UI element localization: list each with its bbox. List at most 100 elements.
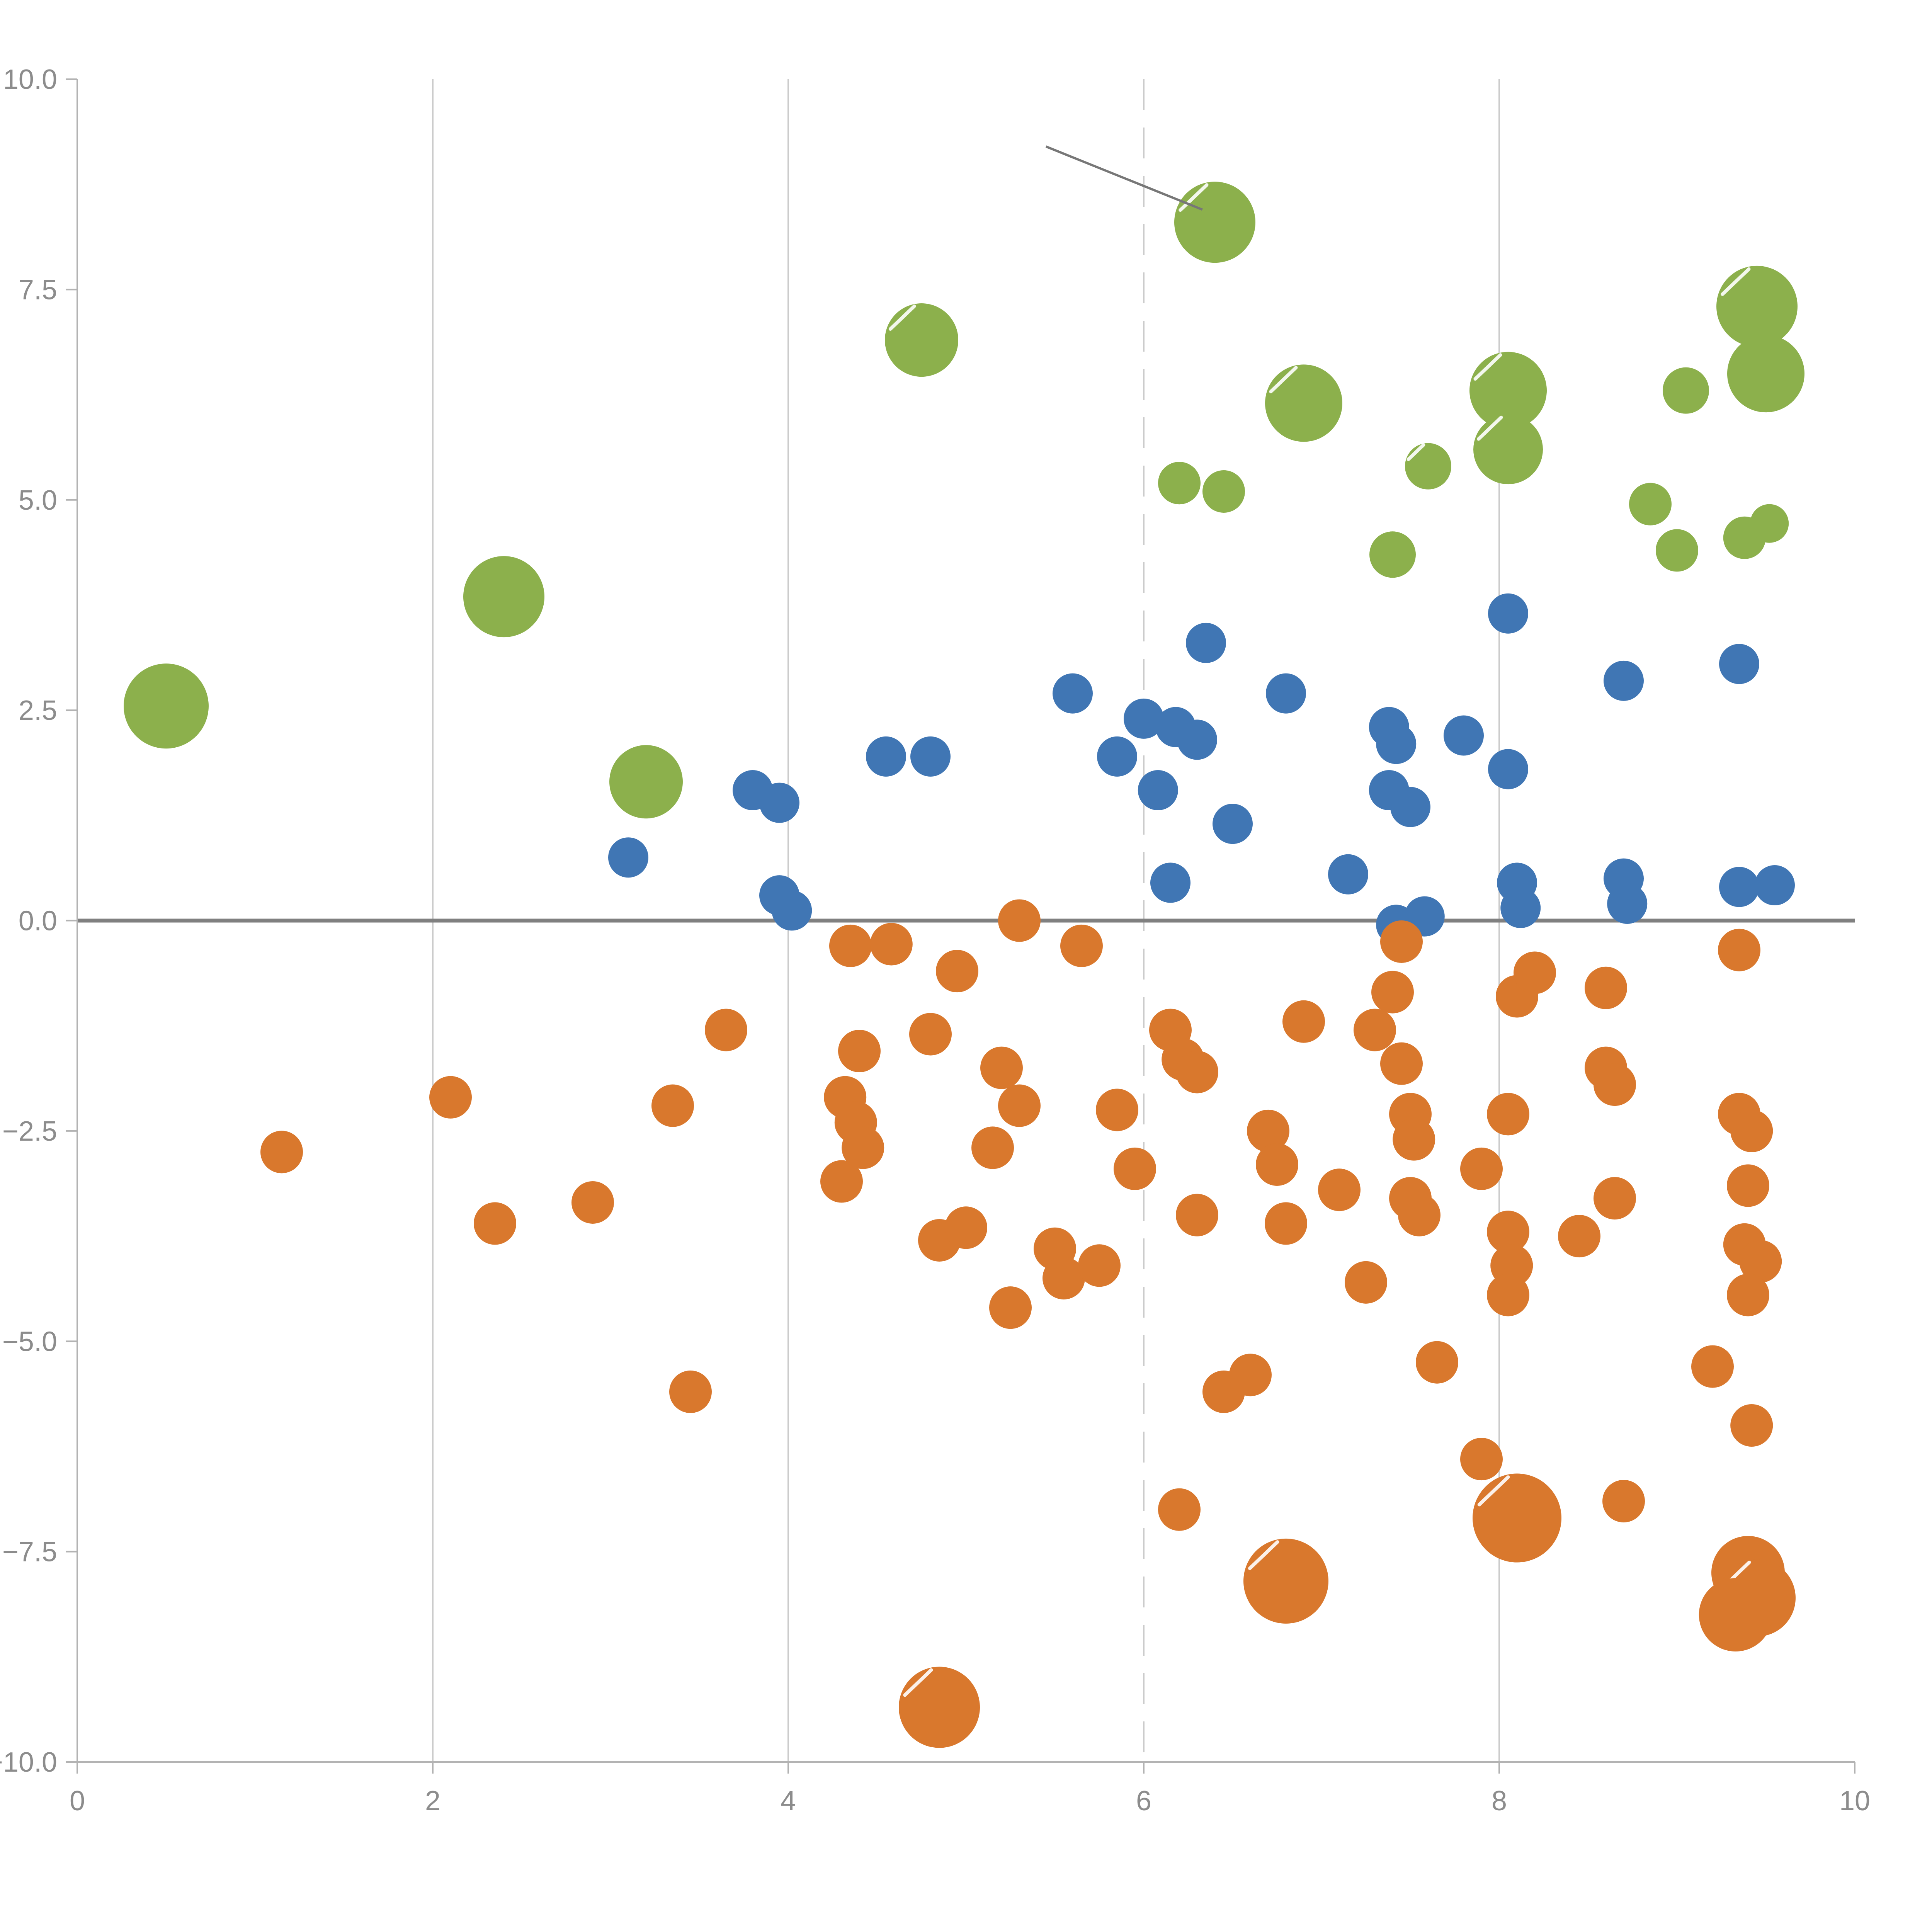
data-point bbox=[1755, 865, 1795, 906]
data-point bbox=[1265, 1202, 1307, 1245]
data-point bbox=[1718, 929, 1760, 971]
data-point bbox=[1405, 443, 1451, 490]
x-tick-label: 8 bbox=[1492, 1786, 1507, 1816]
data-point bbox=[1345, 1261, 1387, 1304]
data-point bbox=[1488, 749, 1528, 789]
data-point bbox=[1266, 673, 1306, 714]
data-point bbox=[1174, 182, 1255, 263]
x-tick-label: 2 bbox=[425, 1786, 440, 1816]
data-point bbox=[1328, 854, 1368, 895]
bubble-highlight-slash bbox=[1269, 366, 1298, 393]
data-point bbox=[1177, 719, 1217, 760]
y-tick-label: 2.5 bbox=[19, 695, 57, 726]
bubble-highlight-slash bbox=[1179, 183, 1209, 212]
data-point bbox=[1473, 415, 1543, 485]
data-point bbox=[772, 890, 812, 931]
data-point bbox=[866, 736, 906, 777]
bubble-highlight-slash bbox=[1248, 1540, 1279, 1570]
data-point bbox=[669, 1370, 712, 1413]
data-point bbox=[1369, 531, 1416, 578]
y-tick-label: −7.5 bbox=[2, 1537, 57, 1568]
series-blue bbox=[608, 593, 1795, 945]
data-point bbox=[1691, 1345, 1734, 1388]
data-point bbox=[608, 837, 648, 878]
data-point bbox=[980, 1046, 1023, 1089]
data-point bbox=[1487, 1211, 1529, 1253]
data-point bbox=[1750, 504, 1789, 543]
data-point bbox=[820, 1160, 863, 1203]
data-point bbox=[870, 923, 913, 966]
data-point bbox=[885, 303, 958, 377]
data-point bbox=[838, 1030, 881, 1073]
data-point bbox=[1256, 1143, 1298, 1186]
data-point bbox=[1053, 673, 1093, 714]
data-point bbox=[1602, 1480, 1645, 1522]
data-point bbox=[1371, 971, 1414, 1014]
bubble-highlight-slash bbox=[1406, 443, 1425, 461]
data-point bbox=[909, 1013, 952, 1056]
data-point bbox=[842, 1126, 884, 1169]
data-point bbox=[1124, 698, 1164, 739]
data-point bbox=[1380, 1042, 1423, 1085]
bubble-highlight-slash bbox=[888, 304, 916, 331]
data-point bbox=[1727, 1164, 1769, 1207]
data-point bbox=[1719, 867, 1759, 907]
data-point bbox=[998, 899, 1041, 942]
data-point bbox=[1282, 1000, 1325, 1043]
data-point bbox=[571, 1181, 614, 1224]
data-point bbox=[899, 1667, 980, 1748]
data-point bbox=[1247, 1109, 1289, 1152]
data-point bbox=[474, 1202, 516, 1245]
y-tick-label: −10.0 bbox=[0, 1747, 57, 1778]
data-point bbox=[1186, 622, 1226, 663]
data-point bbox=[989, 1286, 1032, 1329]
y-tick-label: −2.5 bbox=[2, 1116, 57, 1147]
data-point bbox=[1380, 920, 1423, 963]
data-point bbox=[945, 1206, 987, 1249]
data-point bbox=[1487, 1093, 1529, 1136]
data-point bbox=[1607, 883, 1648, 924]
data-point bbox=[971, 1126, 1014, 1169]
data-point bbox=[1097, 736, 1137, 777]
data-point bbox=[1043, 1257, 1085, 1299]
bubble-highlight-slash bbox=[1477, 1475, 1510, 1507]
data-point bbox=[1629, 483, 1672, 526]
data-point bbox=[1727, 1274, 1769, 1316]
data-point bbox=[1444, 715, 1484, 756]
data-point bbox=[1416, 1341, 1458, 1384]
data-point bbox=[1469, 352, 1547, 429]
data-point bbox=[463, 556, 544, 638]
data-point bbox=[1730, 1109, 1773, 1152]
data-point bbox=[1488, 593, 1528, 634]
data-point bbox=[1150, 862, 1190, 903]
y-tick-label: 7.5 bbox=[19, 274, 57, 305]
data-point bbox=[1398, 1194, 1440, 1236]
annotation-pointer-line bbox=[1045, 145, 1203, 211]
data-point bbox=[260, 1131, 303, 1173]
data-point bbox=[1138, 770, 1178, 810]
data-point bbox=[759, 782, 799, 823]
data-point bbox=[936, 950, 978, 993]
data-point bbox=[1393, 1118, 1435, 1161]
data-point bbox=[1460, 1147, 1503, 1190]
data-point bbox=[1158, 1488, 1201, 1531]
data-point bbox=[1158, 462, 1201, 505]
data-point bbox=[1514, 951, 1556, 994]
x-tick-label: 10 bbox=[1839, 1786, 1870, 1816]
x-tick-label: 6 bbox=[1136, 1786, 1151, 1816]
y-tick-label: 10.0 bbox=[3, 64, 57, 95]
data-point bbox=[1594, 1177, 1636, 1220]
data-point bbox=[1376, 724, 1417, 764]
data-point bbox=[1500, 888, 1541, 928]
data-point bbox=[1739, 1240, 1782, 1283]
data-point bbox=[1213, 804, 1253, 844]
data-point bbox=[1354, 1009, 1396, 1051]
annotation-text: INS bbox=[1771, 1471, 1836, 1514]
y-tick-label: −5.0 bbox=[2, 1326, 57, 1357]
data-point bbox=[1730, 1404, 1773, 1447]
data-point bbox=[1656, 529, 1698, 572]
bubble-highlight-slash bbox=[1477, 415, 1503, 441]
data-point bbox=[1460, 1438, 1503, 1481]
x-tick-label: 0 bbox=[70, 1786, 85, 1816]
